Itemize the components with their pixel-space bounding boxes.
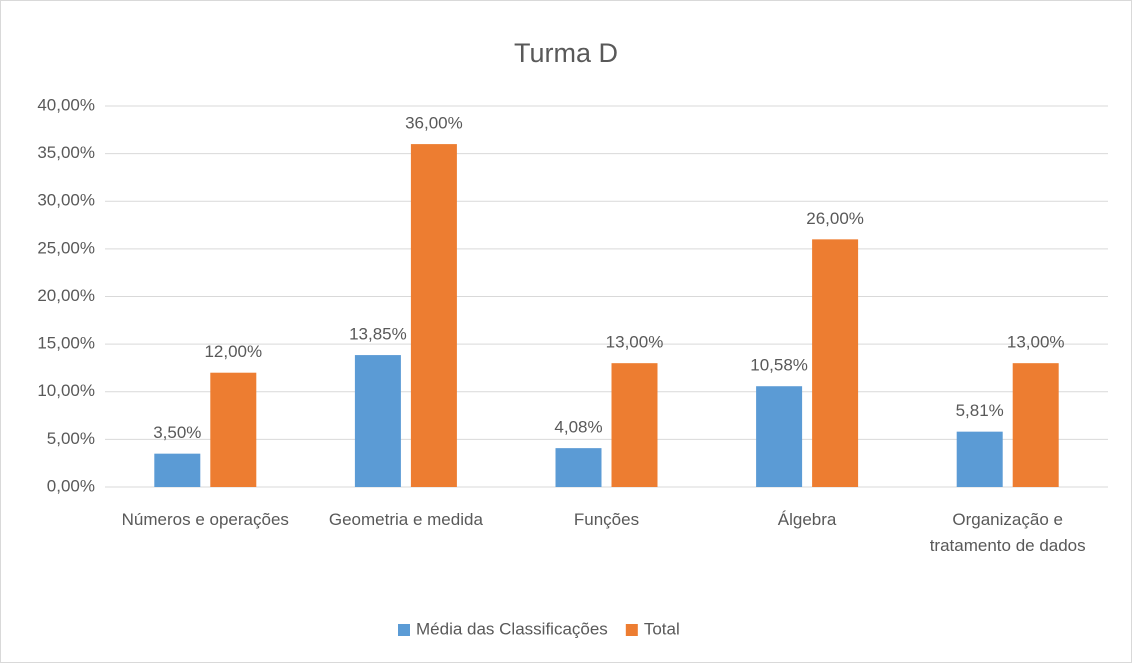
bar [410,144,457,487]
bar [956,431,1003,487]
x-tick-label: Organização e tratamento de dados [929,510,1086,555]
data-label: 4,08% [554,418,602,437]
data-label: 36,00% [405,114,463,133]
data-label: 3,50% [153,423,201,442]
bar [154,453,201,487]
bar [354,355,401,487]
legend-label: Média das Classificações [416,619,608,638]
y-tick-label: 10,00% [37,381,95,400]
x-tick-label: Geometria e medida [328,510,483,529]
data-label: 10,58% [750,356,808,375]
data-label: 13,00% [606,333,664,352]
y-tick-label: 0,00% [47,476,95,495]
bar [812,239,859,487]
bar [555,448,602,487]
bar [756,386,803,487]
y-tick-label: 30,00% [37,191,95,210]
bar [210,372,257,487]
y-tick-label: 5,00% [47,429,95,448]
data-label: 13,85% [349,325,407,344]
x-tick-label: Números e operações [121,510,289,529]
bar [611,363,658,487]
data-label: 5,81% [956,401,1004,420]
legend-swatch [625,624,638,636]
x-tick-label: Funções [573,510,640,529]
legend-label: Total [644,619,680,638]
data-label: 13,00% [1007,333,1065,352]
legend-swatch [398,624,410,636]
chart-title: Turma D [514,38,618,68]
y-tick-label: 40,00% [37,95,95,114]
y-tick-label: 35,00% [37,143,95,162]
x-tick-label: Álgebra [777,510,837,529]
y-tick-label: 20,00% [37,286,95,305]
y-tick-label: 15,00% [37,334,95,353]
bar [1012,363,1059,487]
data-label: 26,00% [806,209,864,228]
y-tick-label: 25,00% [37,238,95,257]
data-label: 12,00% [204,342,262,361]
